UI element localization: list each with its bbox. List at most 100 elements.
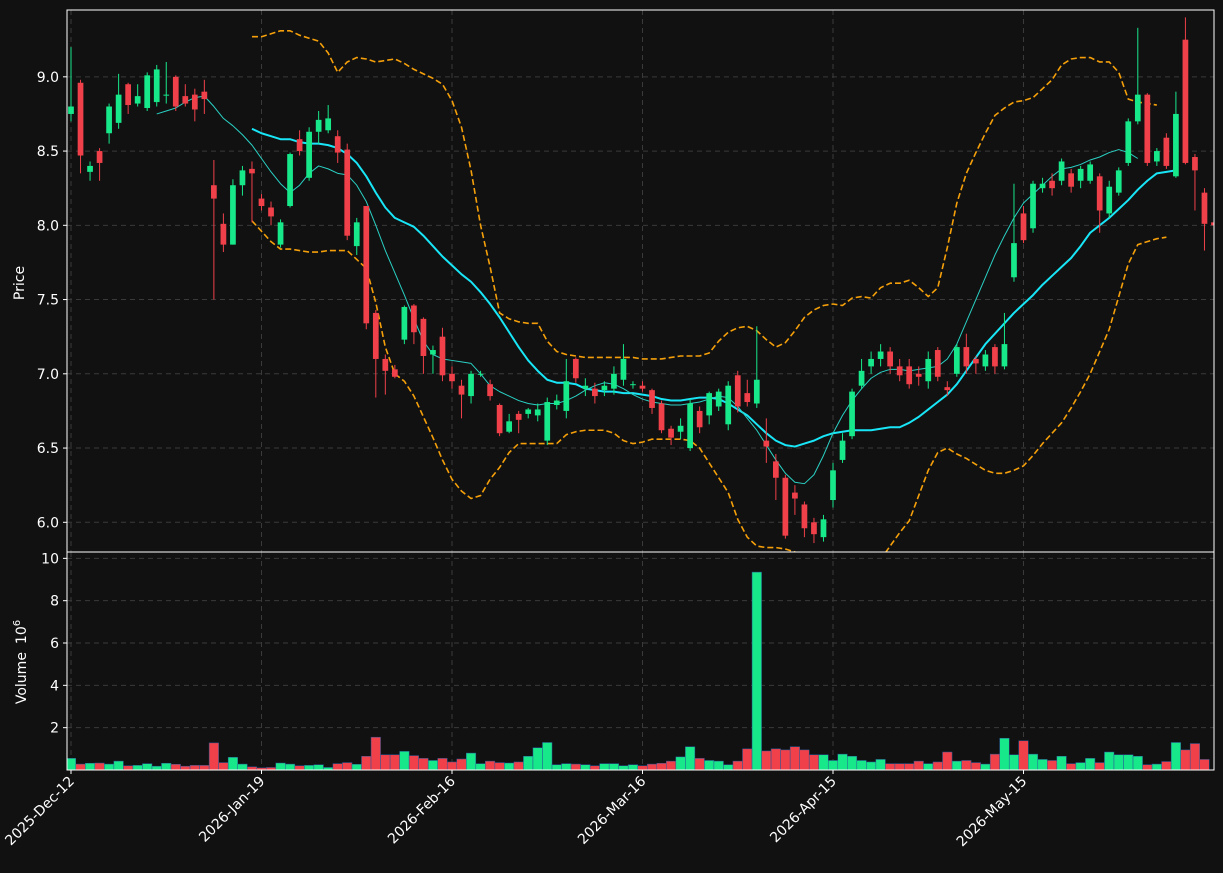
volume-bar — [200, 765, 210, 770]
price-tick-label: 6.5 — [37, 441, 59, 457]
candle-body — [516, 414, 522, 420]
volume-bar — [352, 764, 362, 770]
candle-body — [659, 404, 665, 431]
volume-bar — [1076, 763, 1086, 770]
price-tick-label: 8.5 — [37, 144, 59, 160]
volume-tick-label: 6 — [50, 636, 59, 652]
candle-body — [1154, 151, 1160, 161]
candle-body — [849, 392, 855, 437]
candle-body — [316, 120, 322, 132]
candle-body — [1011, 243, 1017, 277]
volume-bar — [1066, 764, 1076, 770]
candle-body — [563, 381, 569, 411]
volume-bar — [866, 762, 876, 770]
candle-body — [573, 359, 579, 378]
candle-body — [592, 389, 598, 396]
volume-bar — [238, 764, 248, 770]
volume-bar — [990, 754, 1000, 770]
candle-body — [1106, 187, 1112, 214]
candle-body — [935, 350, 941, 377]
candle-body — [402, 307, 408, 340]
volume-bar — [133, 765, 143, 770]
candle-body — [582, 386, 588, 389]
candle-body — [78, 83, 84, 156]
volume-bar — [771, 749, 781, 770]
candle-body — [1144, 95, 1150, 163]
candle-body — [1202, 193, 1208, 224]
volume-bar — [800, 750, 810, 770]
volume-bar — [95, 763, 105, 770]
candle-body — [668, 429, 674, 438]
volume-bar — [1038, 759, 1048, 770]
candle-body — [421, 319, 427, 356]
candle-body — [773, 461, 779, 477]
candle-body — [887, 352, 893, 367]
volume-bar — [971, 763, 981, 770]
volume-bar — [743, 749, 753, 770]
candle-body — [925, 359, 931, 381]
volume-bar — [285, 764, 295, 770]
volume-bar — [676, 757, 686, 770]
volume-bar — [704, 760, 714, 770]
candle-body — [249, 169, 255, 173]
candle-body — [840, 441, 846, 460]
candle-body — [792, 493, 798, 499]
candle-body — [1021, 213, 1027, 240]
volume-bar — [857, 760, 867, 770]
volume-bar — [495, 763, 505, 770]
candle-body — [392, 369, 398, 376]
volume-bar — [1162, 762, 1172, 770]
candle-body — [106, 107, 112, 134]
volume-bar — [228, 757, 238, 770]
candle-body — [878, 352, 884, 359]
volume-bar — [952, 761, 962, 770]
price-tick-label: 7.5 — [37, 293, 59, 309]
candle-body — [811, 522, 817, 534]
candle-body — [411, 306, 417, 333]
candle-body — [897, 366, 903, 375]
candle-body — [144, 75, 150, 108]
volume-bar — [276, 763, 286, 770]
volume-bar — [66, 758, 76, 770]
candle-body — [983, 355, 989, 367]
volume-bar — [428, 760, 438, 770]
candle-body — [97, 151, 103, 163]
volume-tick-label: 10 — [41, 551, 59, 567]
candle-body — [163, 95, 169, 96]
candle-body — [440, 337, 446, 376]
volume-bar — [714, 761, 724, 770]
volume-bar — [1143, 765, 1153, 770]
candle-body — [354, 222, 360, 246]
volume-bar — [685, 747, 695, 770]
candle-body — [325, 118, 331, 130]
volume-bar — [752, 572, 762, 770]
volume-bar — [847, 756, 857, 770]
candle-body — [1125, 121, 1131, 163]
candle-body — [735, 375, 741, 406]
volume-bar — [542, 742, 552, 770]
candle-body — [1164, 138, 1170, 166]
volume-bar — [1133, 756, 1143, 770]
candle-body — [1173, 114, 1179, 176]
volume-bar — [181, 766, 191, 770]
candle-body — [821, 519, 827, 537]
candle-body — [363, 206, 369, 323]
candle-body — [916, 374, 922, 377]
volume-bar — [1200, 759, 1210, 770]
candle-body — [344, 150, 350, 236]
candle-body — [640, 386, 646, 389]
candle-body — [240, 170, 246, 185]
candle-body — [1002, 344, 1008, 366]
volume-bar — [1114, 755, 1124, 770]
volume-bar — [666, 761, 676, 770]
candle-body — [459, 386, 465, 395]
candle-body — [906, 366, 912, 384]
volume-bar — [695, 758, 705, 770]
volume-bar — [1047, 760, 1057, 770]
price-tick-label: 9.0 — [37, 70, 59, 86]
candle-body — [1068, 173, 1074, 186]
volume-bar — [647, 764, 657, 770]
volume-bar — [171, 764, 181, 770]
volume-bar — [438, 758, 448, 770]
